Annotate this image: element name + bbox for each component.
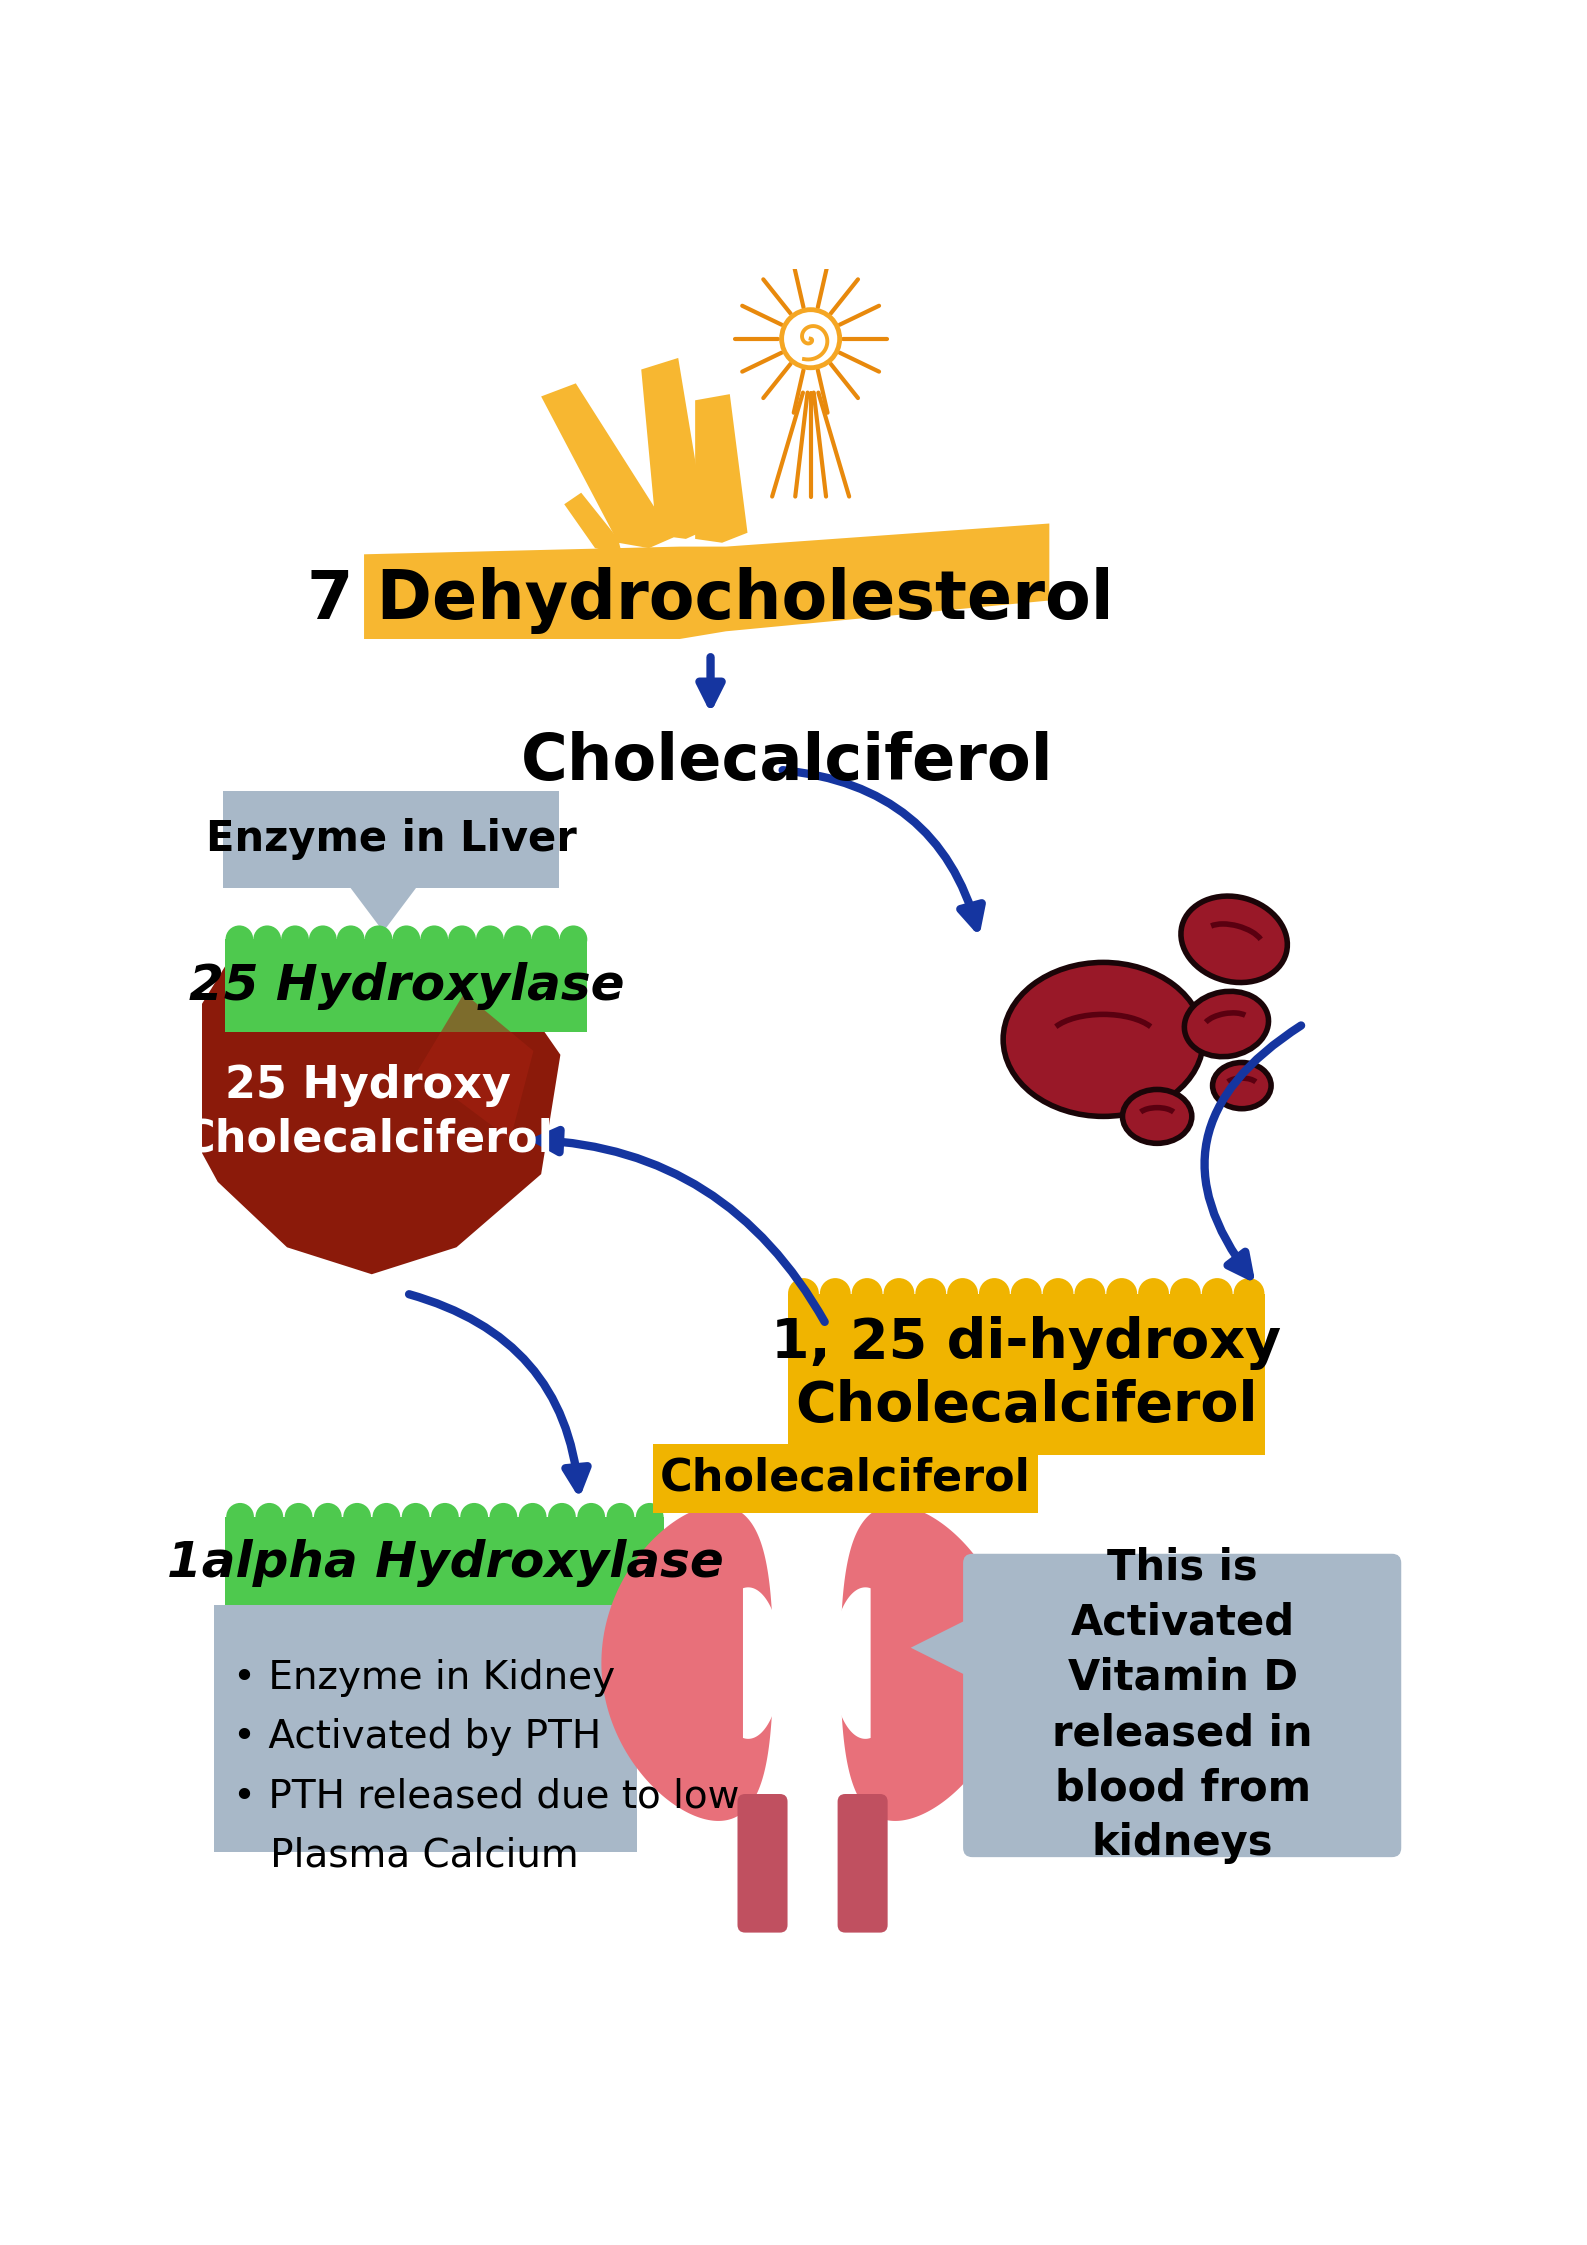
Circle shape (421, 925, 448, 954)
Circle shape (884, 1277, 914, 1309)
FancyBboxPatch shape (225, 1518, 665, 1610)
Polygon shape (832, 1587, 871, 1740)
Circle shape (548, 1502, 576, 1531)
Circle shape (448, 925, 476, 954)
Circle shape (560, 925, 587, 954)
Circle shape (365, 925, 392, 954)
Text: Cholecalciferol: Cholecalciferol (521, 732, 1054, 792)
Circle shape (1138, 1277, 1170, 1309)
Circle shape (820, 1277, 851, 1309)
Circle shape (578, 1502, 605, 1531)
Polygon shape (565, 492, 622, 555)
Ellipse shape (1003, 963, 1203, 1116)
Circle shape (505, 925, 532, 954)
FancyBboxPatch shape (738, 1794, 787, 1933)
Ellipse shape (1212, 1062, 1271, 1109)
Circle shape (1043, 1277, 1073, 1309)
Circle shape (1201, 1277, 1233, 1309)
FancyBboxPatch shape (652, 1444, 1038, 1513)
Text: Enzyme in Liver: Enzyme in Liver (206, 817, 576, 860)
Circle shape (256, 1502, 282, 1531)
Circle shape (476, 925, 503, 954)
Polygon shape (176, 938, 560, 1275)
Ellipse shape (1181, 896, 1287, 983)
Circle shape (314, 1502, 341, 1531)
Circle shape (281, 925, 309, 954)
Polygon shape (363, 523, 1049, 640)
Polygon shape (417, 992, 533, 1140)
Circle shape (460, 1502, 489, 1531)
Ellipse shape (1184, 992, 1268, 1057)
Circle shape (432, 1502, 459, 1531)
Circle shape (373, 1502, 400, 1531)
Circle shape (309, 925, 336, 954)
Circle shape (636, 1502, 663, 1531)
FancyBboxPatch shape (225, 938, 587, 1033)
Circle shape (489, 1502, 517, 1531)
Circle shape (284, 1502, 313, 1531)
Circle shape (532, 925, 560, 954)
Circle shape (1233, 1277, 1265, 1309)
Circle shape (225, 925, 254, 954)
Circle shape (392, 925, 421, 954)
Text: 25 Hydroxy
Cholecalciferol: 25 Hydroxy Cholecalciferol (183, 1064, 554, 1161)
Text: 1alpha Hydroxylase: 1alpha Hydroxylase (167, 1540, 724, 1587)
Polygon shape (743, 1587, 782, 1740)
Polygon shape (601, 1504, 773, 1821)
Polygon shape (641, 357, 706, 539)
FancyBboxPatch shape (963, 1554, 1401, 1857)
Circle shape (402, 1502, 430, 1531)
Text: 25 Hydroxylase: 25 Hydroxylase (189, 961, 624, 1010)
Circle shape (606, 1502, 635, 1531)
FancyBboxPatch shape (224, 790, 559, 887)
Circle shape (254, 925, 281, 954)
FancyBboxPatch shape (214, 1605, 638, 1852)
Text: This is
Activated
Vitamin D
released in
blood from
kidneys: This is Activated Vitamin D released in … (1052, 1547, 1312, 1863)
Polygon shape (911, 1616, 973, 1679)
FancyBboxPatch shape (787, 1293, 1265, 1455)
Text: Cholecalciferol: Cholecalciferol (660, 1457, 1030, 1500)
Circle shape (1170, 1277, 1201, 1309)
Text: • Enzyme in Kidney
• Activated by PTH
• PTH released due to low
   Plasma Calciu: • Enzyme in Kidney • Activated by PTH • … (233, 1659, 740, 1875)
FancyBboxPatch shape (838, 1794, 887, 1933)
Circle shape (852, 1277, 882, 1309)
Circle shape (979, 1277, 1009, 1309)
Circle shape (916, 1277, 946, 1309)
Polygon shape (841, 1504, 1013, 1821)
Polygon shape (695, 395, 747, 543)
Circle shape (789, 1277, 819, 1309)
Polygon shape (349, 885, 417, 932)
Polygon shape (541, 384, 673, 548)
Polygon shape (336, 1547, 441, 1610)
Circle shape (336, 925, 365, 954)
Circle shape (343, 1502, 371, 1531)
Circle shape (947, 1277, 978, 1309)
Text: 7 Dehydrocholesterol: 7 Dehydrocholesterol (308, 568, 1114, 633)
Circle shape (1106, 1277, 1138, 1309)
Ellipse shape (1122, 1089, 1192, 1143)
Circle shape (1074, 1277, 1105, 1309)
Circle shape (227, 1502, 254, 1531)
Circle shape (519, 1502, 546, 1531)
Text: 1, 25 di-hydroxy
Cholecalciferol: 1, 25 di-hydroxy Cholecalciferol (771, 1316, 1281, 1432)
Circle shape (1011, 1277, 1041, 1309)
